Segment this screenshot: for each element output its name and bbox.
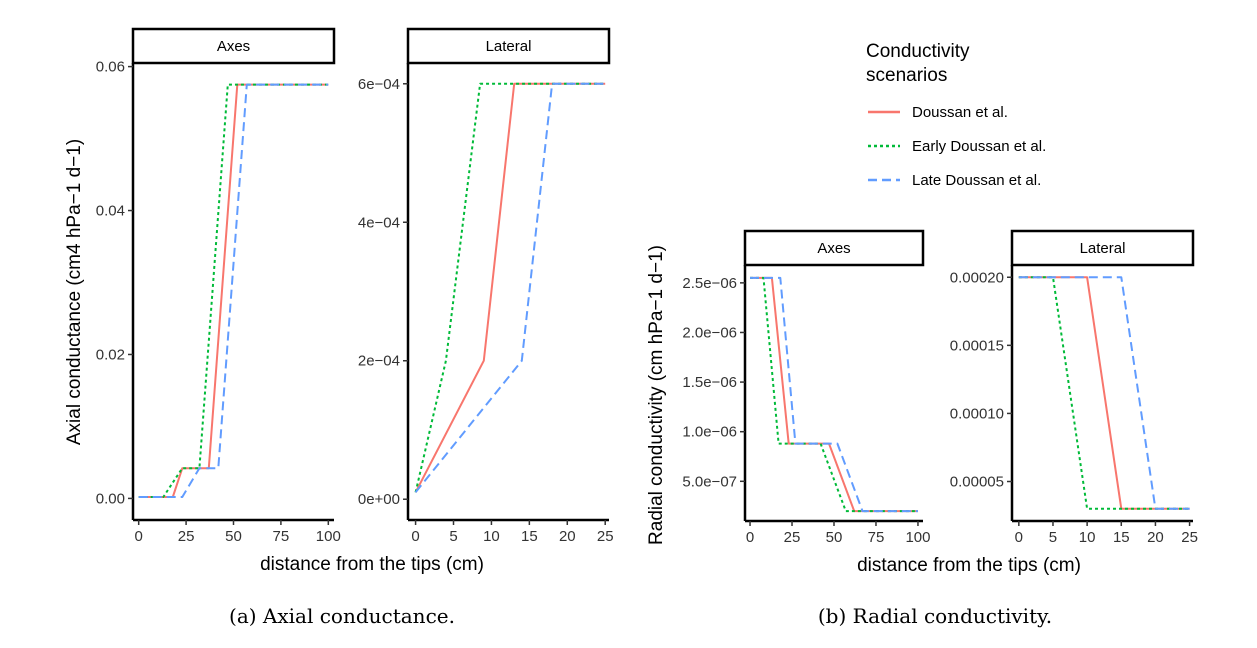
- x-tick-label: 0: [135, 528, 143, 545]
- y-tick-label: 0.06: [96, 59, 125, 76]
- x-tick-label: 75: [868, 529, 885, 546]
- series-line: [138, 83, 329, 498]
- x-axis-title-b: distance from the tips (cm): [857, 555, 1081, 576]
- x-tick-label: 0: [411, 528, 419, 545]
- legend: Conductivity scenarios Doussan et al. Ear…: [866, 41, 1046, 189]
- x-tick-label: 5: [449, 528, 457, 545]
- panel-a-axes: Axes 0 25 50 75 100 0.00 0.02 0.04 0.06: [96, 27, 341, 545]
- x-tick-label: 0: [746, 529, 754, 546]
- x-tick-label: 20: [559, 528, 576, 545]
- y-tick-label: 5.0e−07: [682, 473, 737, 490]
- plot-area: 0 25 50 75 100 5.0e−07 1.0e−06 1.5e−06 2.0e−06 2.…: [682, 265, 930, 546]
- strip-box: [131, 27, 336, 65]
- legend-items: Doussan et al. Early Doussan et al. Late D…: [868, 104, 1046, 189]
- legend-title-line2: scenarios: [866, 65, 947, 86]
- caption-a: (a) Axial conductance.: [229, 604, 455, 628]
- series-line: [414, 82, 606, 493]
- legend-label: Early Doussan et al.: [912, 138, 1046, 155]
- panel-a-lateral: Lateral 0 5 10 15 20 25 0e+00 2e−04 4e−04 6e−04: [358, 27, 614, 545]
- y-tick-label: 1.5e−06: [682, 374, 737, 391]
- series-line: [1018, 276, 1190, 510]
- y-tick-label: 0.00015: [950, 337, 1004, 354]
- y-tick-label: 0.00020: [950, 269, 1004, 286]
- series-line: [750, 276, 918, 513]
- plot-area: 0 25 50 75 100 0.00 0.02 0.04 0.06: [96, 59, 341, 545]
- plot-area: 0 5 10 15 20 25 0e+00 2e−04 4e−04 6e−04: [358, 63, 614, 545]
- y-tick-label: 0.00: [96, 490, 125, 507]
- x-tick-label: 25: [178, 528, 195, 545]
- figure-a: Axial conductance (cm4 hPa−1 d−1) distan…: [64, 27, 614, 628]
- figure-b: Radial conductivity (cm hPa−1 d−1) dista…: [646, 229, 1198, 628]
- y-tick-label: 0.02: [96, 346, 125, 363]
- y-tick-label: 0.00010: [950, 405, 1004, 422]
- series-line: [1018, 276, 1190, 510]
- series-line: [750, 276, 918, 513]
- x-tick-label: 15: [1113, 529, 1130, 546]
- x-tick-label: 10: [1079, 529, 1096, 546]
- x-tick-label: 100: [905, 529, 930, 546]
- y-tick-label: 2.5e−06: [682, 275, 737, 292]
- x-tick-label: 50: [826, 529, 843, 546]
- panel-b-lateral: Lateral 0 5 10 15 20 250.000050.000100.000150…: [950, 229, 1198, 546]
- strip-label: Lateral: [1080, 240, 1126, 257]
- x-tick-label: 100: [316, 528, 341, 545]
- x-tick-label: 10: [483, 528, 500, 545]
- y-tick-label: 2e−04: [358, 353, 400, 370]
- strip-box: [406, 27, 611, 65]
- series-line: [414, 82, 606, 493]
- y-tick-label: 4e−04: [358, 214, 400, 231]
- x-tick-label: 25: [784, 529, 801, 546]
- y-tick-label: 0e+00: [358, 491, 400, 508]
- y-axis-title-b: Radial conductivity (cm hPa−1 d−1): [646, 245, 667, 545]
- strip-box: [743, 229, 925, 267]
- caption-b: (b) Radial conductivity.: [818, 604, 1052, 628]
- strip-label: Axes: [817, 240, 850, 257]
- x-tick-label: 5: [1049, 529, 1057, 546]
- strip-label: Axes: [217, 38, 250, 55]
- y-tick-label: 0.00005: [950, 474, 1004, 491]
- y-axis-title-a: Axial conductance (cm4 hPa−1 d−1): [64, 139, 85, 445]
- series-line: [414, 82, 606, 493]
- y-tick-label: 6e−04: [358, 76, 400, 93]
- x-tick-label: 0: [1015, 529, 1023, 546]
- legend-label: Doussan et al.: [912, 104, 1008, 121]
- x-tick-label: 25: [1181, 529, 1198, 546]
- x-tick-label: 50: [225, 528, 242, 545]
- strip-box: [1010, 229, 1195, 267]
- x-tick-label: 25: [597, 528, 614, 545]
- y-tick-label: 2.0e−06: [682, 324, 737, 341]
- y-tick-label: 0.04: [96, 203, 125, 220]
- series-line: [138, 83, 329, 498]
- legend-label: Late Doussan et al.: [912, 172, 1041, 189]
- panel-b-axes: Axes 0 25 50 75 100 5.0e−07 1.0e−06 1.5e−06 2.0e…: [682, 229, 930, 546]
- x-tick-label: 15: [521, 528, 538, 545]
- legend-title-line1: Conductivity: [866, 41, 970, 62]
- x-tick-label: 75: [273, 528, 290, 545]
- series-line: [1018, 276, 1190, 510]
- x-tick-label: 20: [1147, 529, 1164, 546]
- plot-area: 0 5 10 15 20 25 0.00005 0.00010 0.00015 0.00020: [950, 265, 1198, 546]
- strip-label: Lateral: [486, 38, 532, 55]
- x-axis-title-a: distance from the tips (cm): [260, 554, 484, 575]
- y-tick-label: 1.0e−06: [682, 424, 737, 441]
